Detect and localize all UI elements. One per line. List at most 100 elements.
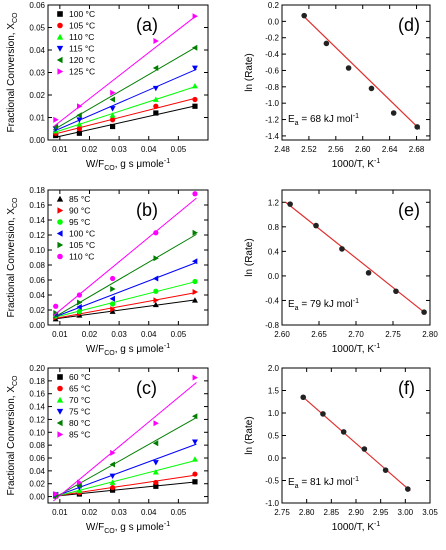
y-tick-label: 0.18 [29,186,45,195]
y-tick-label: 0.0 [268,454,280,463]
x-axis-label: 1000/T, K-1 [332,343,381,355]
y-tick-label: 0.02 [29,91,45,100]
y-tick-label: 0.4 [268,247,280,256]
legend-label: 115 °C [69,44,94,54]
legend-label: 75 °C [69,407,90,417]
y-tick-label: 0.16 [29,390,45,399]
fit-line-series-2 [53,459,197,498]
x-tick-label: 0.04 [141,508,157,517]
data-point-series-5 [153,420,159,427]
data-point-series-5 [77,479,83,486]
arrhenius-point [340,429,347,435]
y-tick-label: 0.08 [29,441,45,450]
chart-panel-a: 0.01 0.02 0.03 0.04 0.05 0.00 0.01 0.02 0.03 0.04… [6,1,209,172]
legend-marker-1 [57,207,64,214]
y-tick-label: 0.0 [268,17,280,26]
x-tick-label: 2.80 [299,508,315,517]
y-axis-label: Fractional Conversion, XCO [6,375,19,496]
data-point-series-1 [76,126,83,132]
arrhenius-point [313,222,319,229]
panel-label: (c) [136,378,157,398]
data-point-series-1 [153,297,159,304]
data-point-series-4 [152,440,159,447]
data-point-series-1 [153,479,159,486]
plot-frame [47,367,209,504]
chart-panel-e: 2.60 2.65 2.70 2.75 2.80 -0.8 -0.4 0.0 0.4 0.8 1.2… [244,189,438,355]
data-point-series-5 [76,292,83,298]
y-tick-label: -0.4 [265,50,279,59]
x-tick-label: 2.65 [311,330,327,339]
y-tick-label: 0.00 [29,493,45,502]
legend-marker-3 [56,230,63,237]
legend-marker-2 [56,396,64,403]
legend-marker-4 [57,241,64,249]
legend-marker-2 [57,219,63,225]
arrhenius-point [368,85,375,92]
data-point-series-4 [192,229,198,236]
y-tick-label: 0.2 [268,1,280,10]
y-axis-label: ln (Rate) [244,53,255,91]
data-point-series-2 [109,479,116,485]
y-tick-label: -0.5 [265,477,279,486]
fit-line-series-2 [53,85,197,134]
y-tick-label: 0.20 [29,364,45,373]
data-point-series-5 [192,13,198,20]
y-tick-label: -0.6 [265,66,279,75]
legend-marker-1 [57,385,63,392]
arrhenius-point [414,124,421,130]
y-tick-label: -0.2 [265,34,279,43]
y-tick-label: 0.06 [29,276,45,285]
legend-label: 85 °C [69,194,90,204]
x-tick-label: 2.95 [373,508,389,517]
y-axis-label: ln (Rate) [244,416,255,454]
x-tick-label: 3.05 [422,508,438,517]
data-point-series-2 [152,96,159,102]
y-tick-label: 0.00 [29,136,45,145]
data-point-series-4 [153,255,159,262]
fit-line-series-3 [53,68,197,132]
y-axis-label: ln (Rate) [244,238,255,276]
x-tick-label: 0.03 [111,330,127,339]
x-axis-label: 1000/T, K-1 [332,521,381,533]
data-point-series-5 [53,491,59,497]
x-tick-label: 2.85 [324,508,340,517]
legend-label: 110 °C [69,32,94,42]
arrhenius-point [393,288,399,295]
data-point-series-5 [153,230,159,236]
x-tick-label: 2.48 [274,145,290,154]
fit-line-series-2 [53,280,197,319]
data-point-series-0 [191,297,198,303]
legend-marker-5 [57,68,64,75]
legend-marker-5 [57,431,64,438]
activation-energy-label: Ea = 79 kJ mol-1 [288,298,359,312]
chart-panel-b: 0.01 0.02 0.03 0.04 0.05 0.00 0.02 0.04 0.06 0.08… [6,186,209,357]
arrhenius-fit-line [301,14,421,130]
y-tick-label: -1.0 [265,499,279,508]
arrhenius-point [365,270,372,276]
y-tick-label: -1.4 [265,132,279,141]
fit-line-series-1 [53,97,197,135]
data-point-series-4 [52,123,59,130]
x-tick-label: 0.04 [141,145,157,154]
data-point-series-2 [192,278,198,285]
y-tick-label: 1.5 [268,387,280,396]
legend-marker-0 [56,195,64,202]
data-point-series-3 [76,117,83,123]
x-tick-label: 2.64 [382,145,398,154]
arrhenius-point [405,486,411,492]
x-tick-label: 0.05 [171,508,187,517]
x-tick-label: 0.01 [52,508,68,517]
arrhenius-point [345,65,352,71]
y-tick-label: -1.0 [265,99,279,108]
data-point-series-5 [110,449,116,456]
y-tick-label: 0.8 [268,223,280,232]
y-tick-label: -0.8 [265,321,279,330]
data-point-series-5 [77,103,83,110]
arrhenius-point [339,246,345,252]
legend-label: 65 °C [69,384,90,394]
legend-label: 70 °C [69,395,90,405]
x-axis-label: W/FCO, g s μmole-1 [86,343,170,357]
activation-energy-label: Ea = 68 kJ mol-1 [288,113,359,127]
data-point-series-0 [152,301,159,308]
